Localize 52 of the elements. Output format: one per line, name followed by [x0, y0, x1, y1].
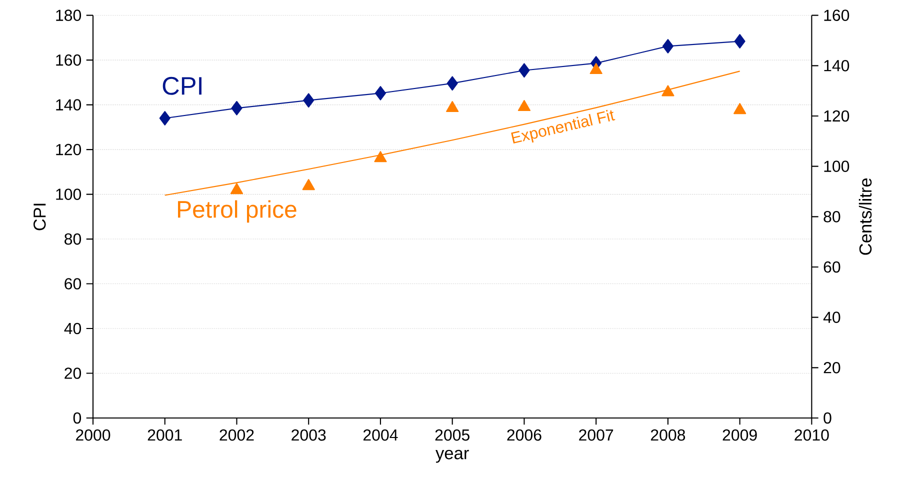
y2-tick-label: 0	[824, 412, 832, 424]
x-axis-title: year	[436, 450, 469, 463]
y2-tick-label: 20	[824, 362, 840, 374]
line-series	[164, 70, 740, 196]
y2-tick-label: 100	[824, 160, 850, 172]
y-tick-label: 140	[56, 99, 82, 110]
x-tick-label: 2002	[220, 429, 254, 441]
y-tick-label: 120	[56, 144, 82, 156]
y-tick-label: 180	[56, 10, 82, 21]
x-tick-label: 2001	[148, 429, 182, 441]
x-tick-label: 2008	[650, 429, 686, 441]
y2-tick-label: 140	[824, 60, 850, 72]
point	[302, 179, 315, 190]
point	[231, 100, 242, 116]
x-tick-label: 2007	[579, 429, 614, 441]
point	[518, 100, 531, 112]
series-label: Petrol price	[178, 200, 296, 223]
y-tick-label: 40	[64, 322, 82, 334]
y2-tick-label: 60	[824, 261, 840, 273]
y2-tick-label: 80	[824, 211, 840, 222]
point	[446, 100, 459, 112]
y2-tick-label: 160	[824, 10, 850, 21]
y-tick-label: 100	[56, 188, 82, 200]
y2-axis-title: Cents/litre	[858, 178, 872, 255]
x-tick-label: 2006	[507, 429, 542, 441]
point	[446, 76, 458, 91]
point	[159, 111, 170, 126]
y2-tick-label: 40	[823, 312, 840, 323]
point	[734, 34, 746, 48]
point	[590, 62, 602, 74]
x-tick-label: 2004	[363, 429, 398, 441]
y-tick-label: 0	[73, 412, 82, 424]
y-tick-label: 160	[56, 54, 82, 66]
y-tick-label: 80	[64, 233, 82, 245]
x-tick-label: 2010	[794, 429, 829, 441]
point	[518, 63, 530, 78]
x-tick-label: 2005	[435, 429, 470, 441]
y-axis-title: CPI	[34, 204, 46, 230]
x-tick-label: 2000	[76, 429, 110, 441]
y-tick-label: 60	[64, 278, 82, 290]
point	[662, 39, 674, 54]
point	[230, 183, 244, 194]
point	[734, 103, 746, 114]
point	[662, 85, 674, 96]
point	[374, 86, 386, 100]
y2-tick-label: 120	[824, 110, 850, 122]
series-label: CPI	[162, 76, 202, 95]
y-tick-label: 20	[64, 368, 82, 379]
x-tick-label: 2003	[292, 429, 326, 441]
point	[374, 151, 387, 162]
x-tick-label: 2009	[722, 429, 757, 441]
point	[303, 93, 314, 108]
